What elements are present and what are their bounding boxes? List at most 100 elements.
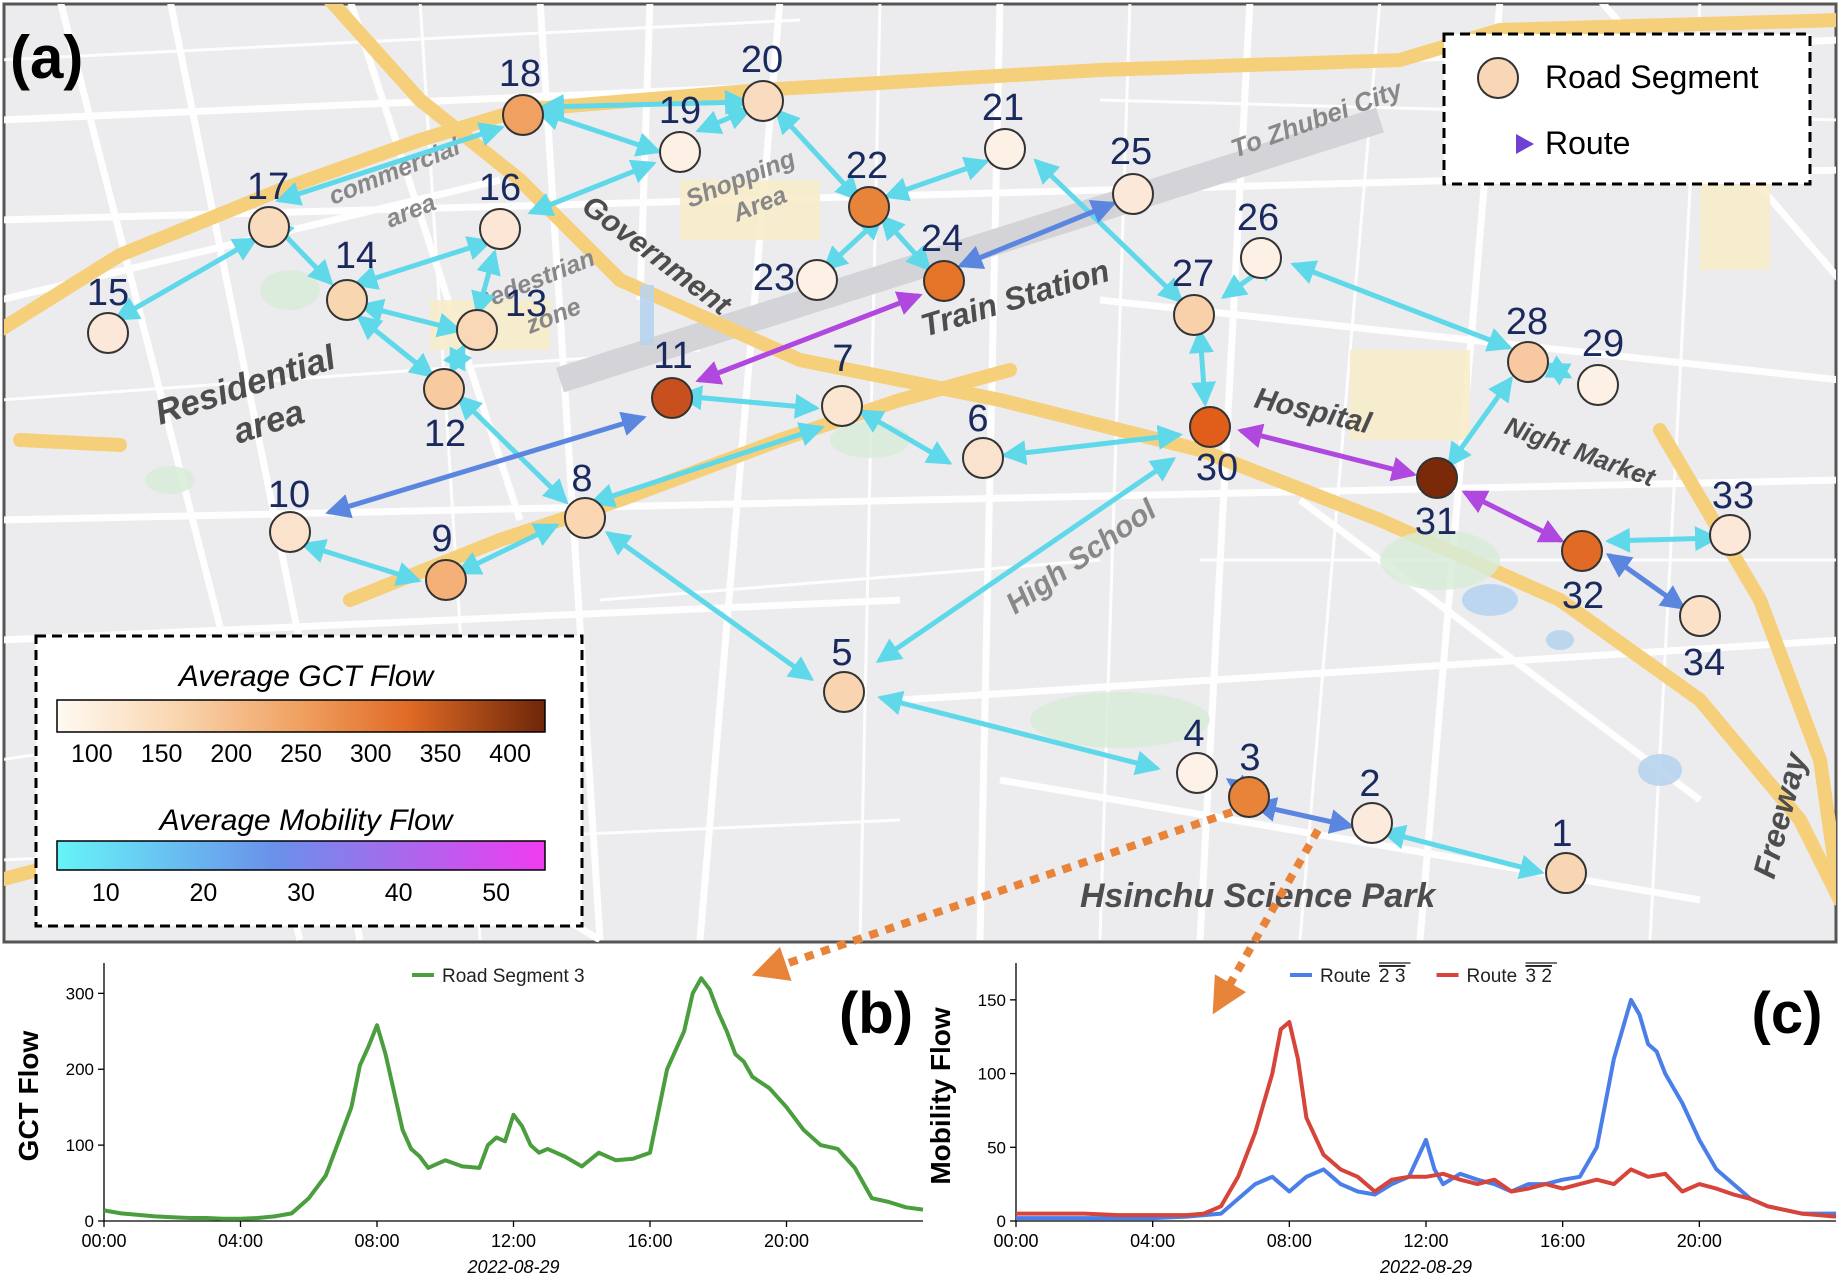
x-tick-label: 16:00 [1540, 1231, 1585, 1251]
segment-number: 9 [431, 518, 452, 560]
x-tick-label: 00:00 [81, 1231, 126, 1251]
segment-11 [651, 377, 693, 419]
segment-number: 2 [1359, 763, 1380, 805]
chart-b: 0 100 200 300 00:00 04:00 08:00 12:00 16:00 20:00… [13, 963, 924, 1277]
scale-tick-label: 200 [210, 740, 252, 768]
segment-28 [1507, 341, 1549, 383]
scale-tick-label: 40 [385, 879, 413, 907]
x-axis-title: 2022-08-29 [466, 1257, 559, 1277]
road-segments [87, 80, 1751, 894]
route-31-32 [1461, 490, 1565, 543]
route-7-6 [857, 409, 953, 465]
route-15-17 [113, 237, 259, 321]
map-panel: commercial area Shopping Area Pedestrian… [2, 2, 1838, 944]
segment-15 [87, 312, 129, 354]
segment-30 [1189, 406, 1231, 448]
y-tick-label: 50 [987, 1138, 1006, 1157]
segment-number: 19 [659, 90, 701, 132]
gct-colorbar [56, 699, 546, 733]
segment-4 [1176, 752, 1218, 794]
x-tick-label: 16:00 [627, 1231, 672, 1251]
x-tick-label: 20:00 [1677, 1231, 1722, 1251]
segment-number: 28 [1506, 301, 1548, 343]
gct-scale-ticks: 100 150 200 250 300 350 400 [71, 740, 531, 768]
route-32-33 [1605, 526, 1720, 553]
route-30-31 [1237, 423, 1417, 482]
label-science-park: Hsinchu Science Park [1080, 877, 1437, 915]
segment-number: 25 [1110, 131, 1152, 173]
segment-17 [248, 206, 290, 248]
y-axis-title: Mobility Flow [925, 1007, 956, 1185]
segment-number: 4 [1183, 713, 1204, 755]
segment-number: 21 [982, 87, 1024, 129]
route-26-28 [1290, 260, 1513, 352]
route-18-20 [539, 90, 750, 119]
segment-number: 14 [335, 235, 377, 277]
legend-segment-swatch [1477, 57, 1519, 99]
segment-10 [269, 511, 311, 553]
panel-label: (c) [1752, 981, 1823, 1046]
route-24-25 [957, 199, 1117, 270]
segment-27 [1173, 294, 1215, 336]
scale-tick-label: 100 [71, 740, 113, 768]
route-9-8 [455, 523, 560, 575]
route-5-4 [877, 690, 1161, 776]
segment-number: 10 [268, 474, 310, 516]
segment-33 [1709, 514, 1751, 556]
y-tick-label: 0 [85, 1212, 94, 1231]
segment-number: 32 [1562, 575, 1604, 617]
segment-number: 11 [653, 335, 692, 377]
scale-tick-label: 30 [287, 879, 315, 907]
scale-tick-label: 20 [189, 879, 217, 907]
segment-number: 29 [1582, 323, 1624, 365]
y-tick-label: 100 [66, 1136, 94, 1155]
segment-number: 12 [424, 413, 466, 455]
segment-number: 31 [1415, 501, 1457, 543]
segment-number: 16 [479, 167, 521, 209]
segment-number: 18 [499, 53, 541, 95]
y-tick-label: 0 [997, 1212, 1006, 1231]
segment-number: 22 [846, 145, 888, 187]
segment-number: 30 [1196, 447, 1238, 489]
route-13-12 [442, 343, 473, 375]
segment-9 [425, 559, 467, 601]
segment-20 [742, 80, 784, 122]
segment-number: 20 [741, 39, 783, 81]
segment-5 [823, 671, 865, 713]
mobility-colorbar [56, 840, 546, 871]
route-32-34 [1605, 553, 1687, 610]
legend-route-label: Route [1545, 125, 1630, 161]
legend-segment-label: Road Segment [1545, 59, 1759, 95]
segment-number: 34 [1683, 642, 1725, 684]
segment-numbers: 1 2 3 4 5 6 7 8 9 10 11 12 13 14 15 16 1… [87, 39, 1754, 855]
segment-number: 26 [1237, 197, 1279, 239]
route-16-13 [471, 249, 501, 317]
scale-tick-label: 50 [482, 879, 510, 907]
segment-number: 17 [247, 166, 289, 208]
segment-26 [1240, 237, 1282, 279]
mobility-scale-title: Average Mobility Flow [158, 804, 455, 837]
legend-route-id: 3 2 [1526, 966, 1552, 987]
scale-tick-label: 10 [92, 879, 120, 907]
callout-arrows [751, 808, 1322, 1015]
segment-1 [1545, 852, 1587, 894]
segment-21 [984, 128, 1026, 170]
chart-c: 0 50 100 150 00:00 04:00 08:00 12:00 16:00 20:00 2… [925, 962, 1837, 1277]
segment-number: 3 [1239, 737, 1260, 779]
series-line [103, 976, 924, 1221]
x-tick-label: 20:00 [764, 1231, 809, 1251]
segment-number: 5 [831, 632, 852, 674]
legend-route-arrow-icon [1516, 134, 1534, 154]
y-axis-title: GCT Flow [13, 1030, 44, 1161]
segment-3 [1228, 776, 1270, 818]
scale-tick-label: 400 [489, 740, 531, 768]
route-28-31 [1447, 375, 1513, 469]
route-6-30 [1001, 424, 1183, 466]
route-28-29 [1543, 355, 1573, 386]
segment-14 [326, 279, 368, 321]
x-tick-label: 08:00 [354, 1231, 399, 1251]
segment-number: 7 [832, 338, 853, 380]
segment-32 [1561, 530, 1603, 572]
route-14-16 [352, 236, 493, 290]
